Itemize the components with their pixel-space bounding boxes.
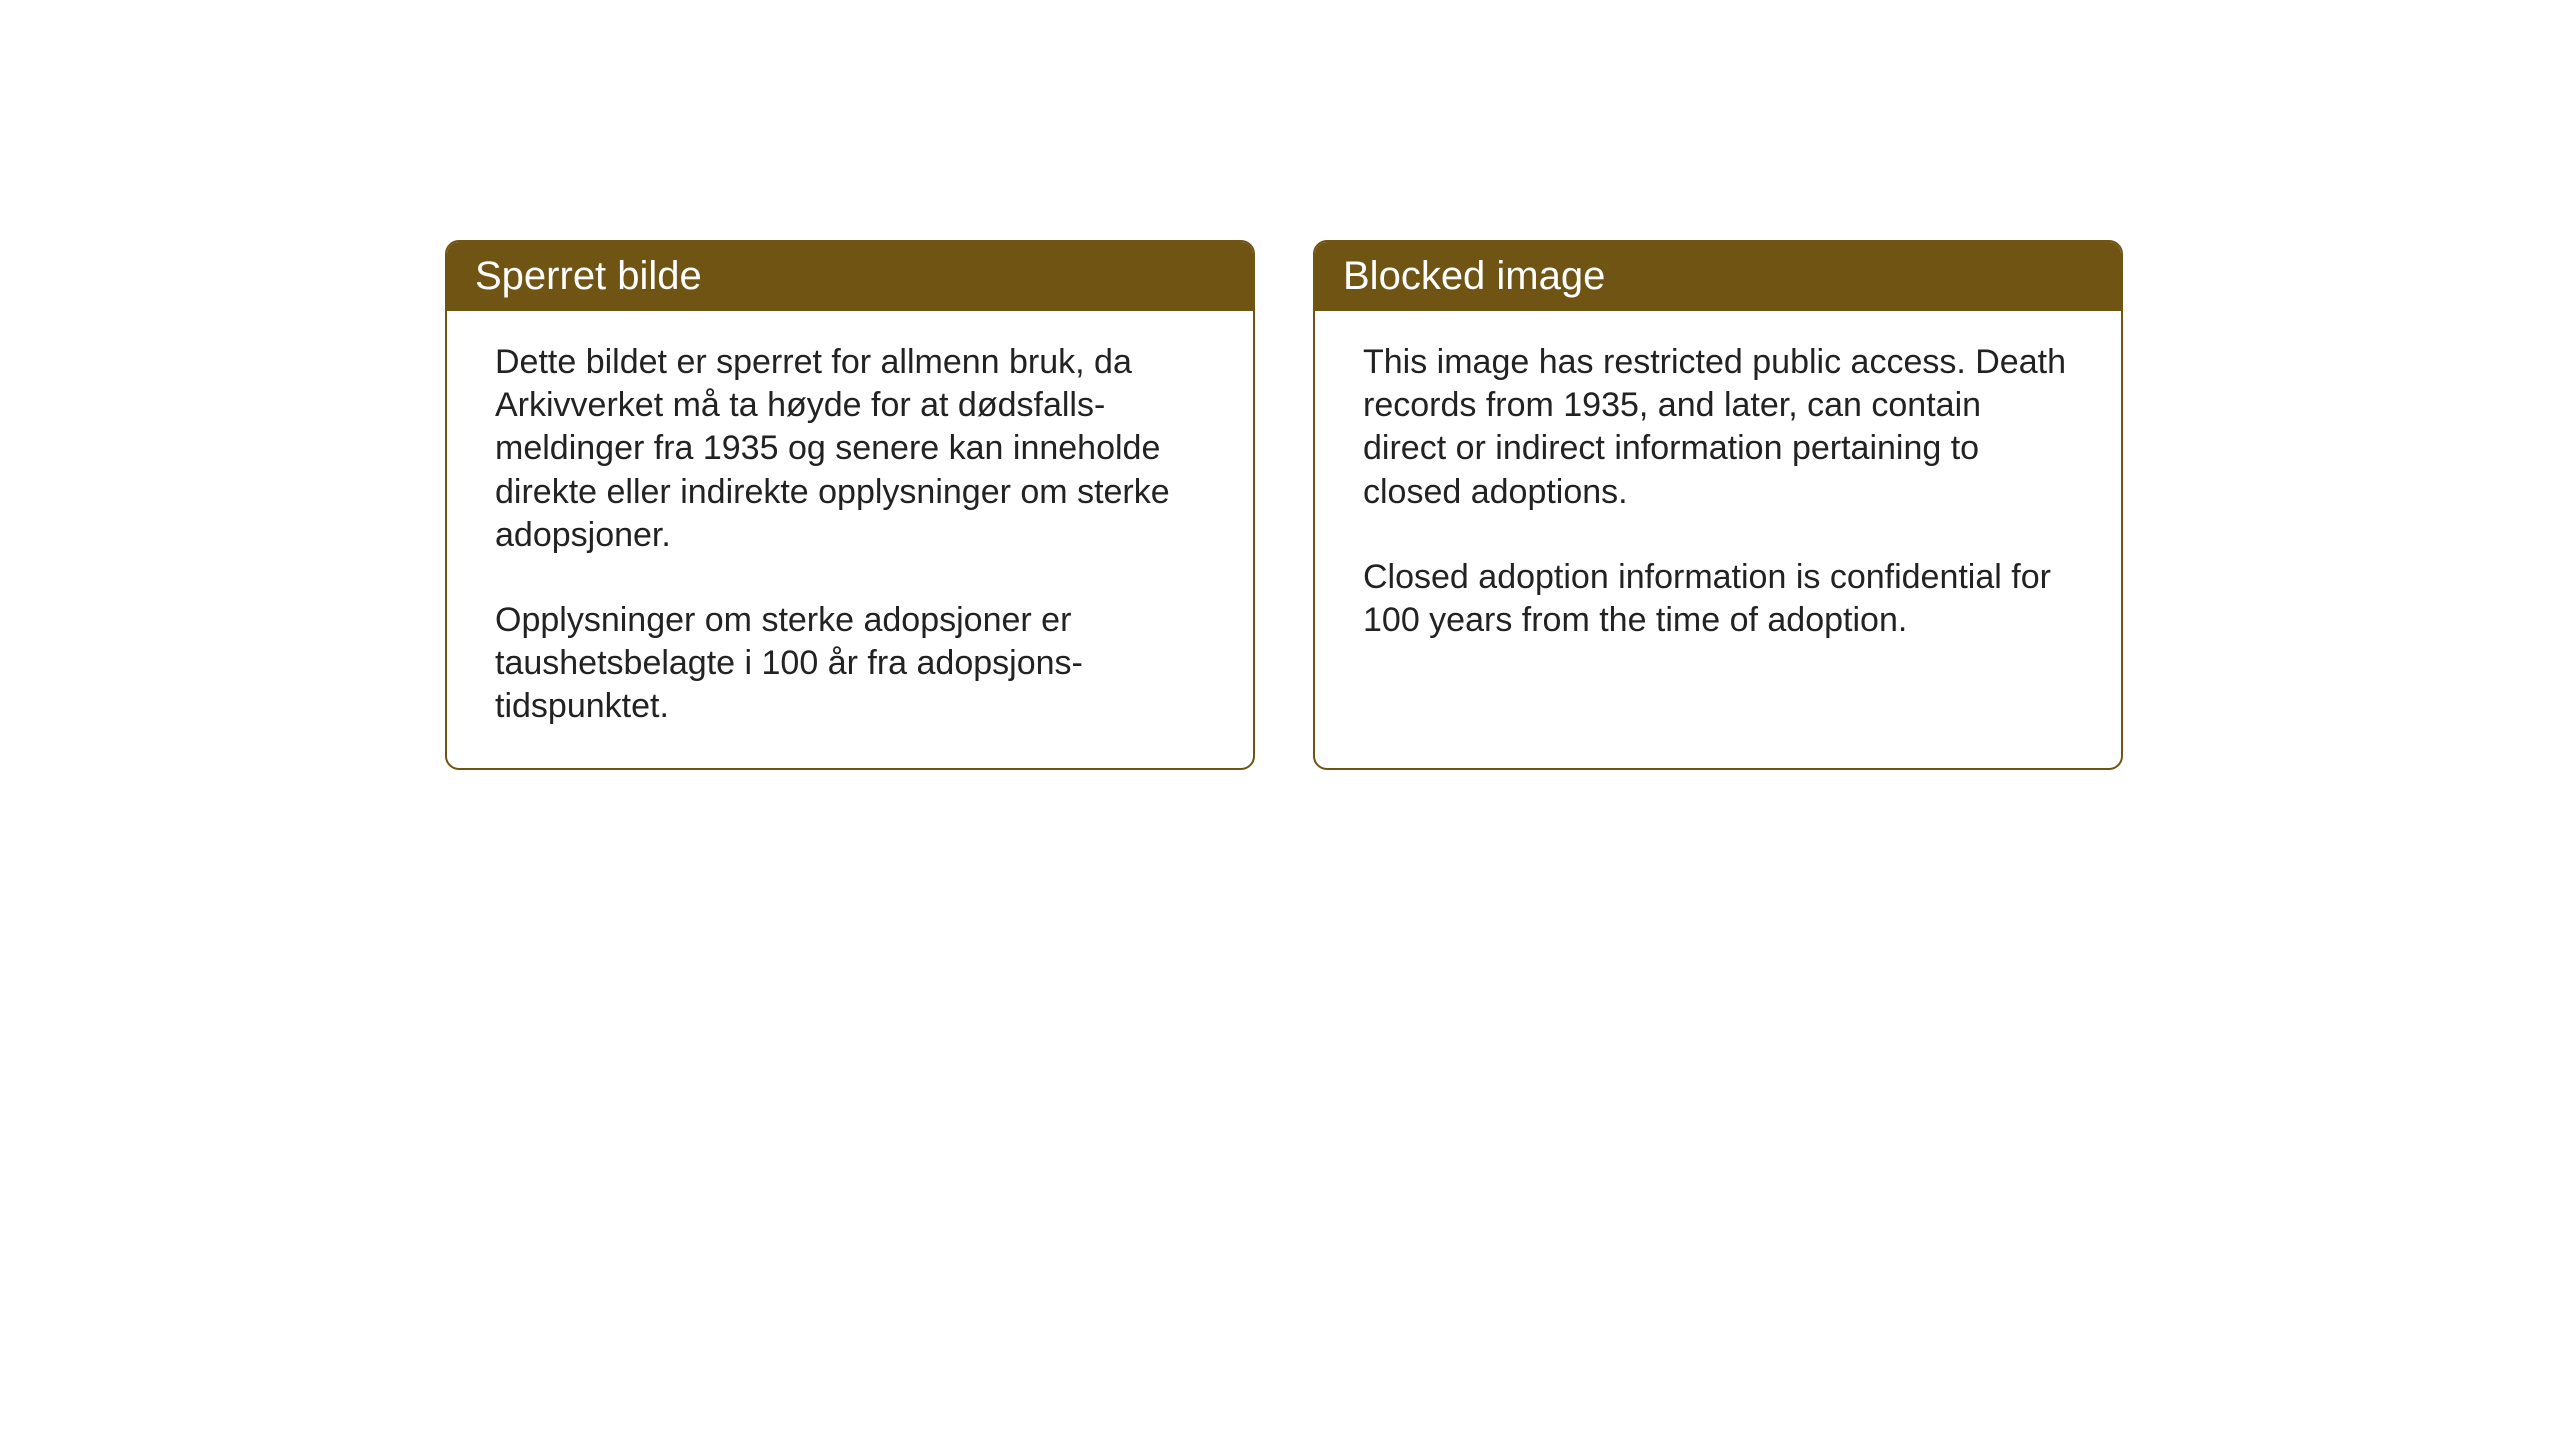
norwegian-card-header: Sperret bilde — [447, 242, 1253, 311]
english-paragraph-2: Closed adoption information is confident… — [1363, 556, 2073, 642]
english-card-header: Blocked image — [1315, 242, 2121, 311]
english-card-body: This image has restricted public access.… — [1315, 311, 2121, 682]
english-paragraph-1: This image has restricted public access.… — [1363, 341, 2073, 514]
norwegian-paragraph-1: Dette bildet er sperret for allmenn bruk… — [495, 341, 1205, 557]
notice-container: Sperret bilde Dette bildet er sperret fo… — [445, 240, 2123, 770]
norwegian-paragraph-2: Opplysninger om sterke adopsjoner er tau… — [495, 599, 1205, 729]
norwegian-card-body: Dette bildet er sperret for allmenn bruk… — [447, 311, 1253, 768]
norwegian-notice-card: Sperret bilde Dette bildet er sperret fo… — [445, 240, 1255, 770]
english-notice-card: Blocked image This image has restricted … — [1313, 240, 2123, 770]
